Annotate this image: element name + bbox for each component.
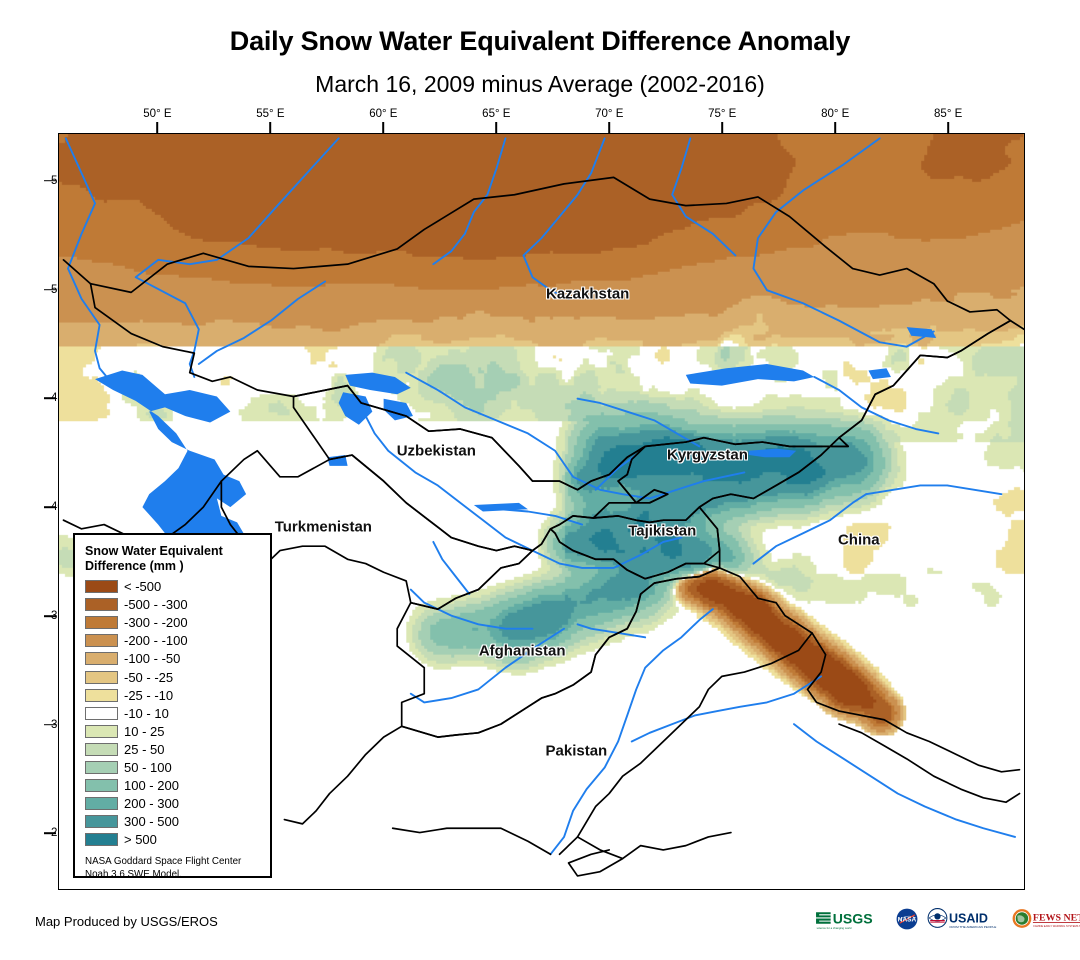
legend-swatch [85,797,118,811]
country-label-turkmenistan: Turkmenistan [274,518,372,536]
lon-tick-label: 60° E [369,108,398,120]
legend-row: < -500 [85,578,270,596]
legend-title-line2: Difference (mm ) [85,559,184,574]
lat-tick-mark [44,723,56,726]
lon-tick-mark [721,122,724,133]
lon-tick-mark [156,122,159,133]
legend-title: Snow Water Equivalent Difference (mm ) [85,544,263,575]
usgs-logo: USGS science for a changing world [816,911,873,930]
page-title: Daily Snow Water Equivalent Difference A… [229,26,851,56]
usaid-logo: USAID FROM THE AMERICAN PEOPLE [927,908,997,929]
legend-label: -300 - -200 [124,615,188,631]
legend-swatch [85,670,118,684]
legend-title-line1: Snow Water Equivalent [85,544,223,558]
legend-row: -300 - -200 [85,614,270,632]
legend-swatch [85,580,118,594]
lon-tick-label: 80° E [821,108,850,120]
legend-swatch [85,616,118,630]
agency-logo-strip: USGS science for a changing world NASA U… [815,906,1080,932]
legend-label: -500 - -300 [124,597,188,613]
country-label-pakistan: Pakistan [545,742,608,760]
svg-text:USGS: USGS [833,911,873,927]
legend-label: 10 - 25 [124,723,165,739]
page-subtitle: March 16, 2009 minus Average (2002-2016) [315,71,765,97]
legend-source-line2: Noah 3.6 SWE Model. [85,869,182,881]
legend-label: 300 - 500 [124,814,179,830]
lat-tick-mark [44,180,56,182]
legend-label: -50 - -25 [124,669,174,685]
svg-text:NASA: NASA [898,917,917,924]
legend-row: -500 - -300 [85,596,270,614]
svg-text:FAMINE EARLY WARNING SYSTEMS N: FAMINE EARLY WARNING SYSTEMS NETWORK [1034,924,1080,928]
lon-tick-mark [269,122,272,133]
legend-row: 100 - 200 [85,777,270,795]
lon-tick-mark [382,122,385,133]
legend-swatch [85,598,118,612]
legend-label: > 500 [124,832,157,848]
lat-tick-mark [44,615,56,617]
lon-tick-label: 65° E [482,108,511,120]
legend-row: 25 - 50 [85,740,270,758]
legend-row: > 500 [85,831,270,849]
legend-label: -200 - -100 [124,633,188,649]
legend-label: 50 - 100 [124,759,172,775]
legend-swatch [85,779,118,793]
lon-tick-mark [495,122,498,133]
lat-tick-mark [44,506,56,508]
svg-text:FEWS NET: FEWS NET [1033,913,1080,924]
legend-swatch [85,742,118,756]
legend-label: -10 - 10 [124,705,169,721]
lon-tick-label: 55° E [256,108,285,120]
legend-swatch [85,833,118,847]
legend-row: -25 - -10 [85,686,270,704]
map-producer-credit: Map Produced by USGS/EROS [35,914,218,929]
lat-tick-mark [44,397,56,400]
fewsnet-logo: FEWS NET FAMINE EARLY WARNING SYSTEMS NE… [1012,909,1080,928]
legend-swatch [85,706,118,720]
lon-tick-mark [947,122,949,133]
legend-row: 10 - 25 [85,722,270,740]
lon-tick-label: 70° E [595,108,624,120]
legend-label: -25 - -10 [124,687,174,703]
legend-row: 300 - 500 [85,813,270,831]
country-label-kazakhstan: Kazakhstan [545,285,630,303]
country-label-tajikistan: Tajikistan [628,522,697,540]
legend-swatch [85,760,118,774]
nasa-logo: NASA [896,908,918,930]
map-legend: Snow Water Equivalent Difference (mm ) <… [73,533,272,881]
legend-row: -100 - -50 [85,650,270,668]
country-label-china: China [837,531,880,549]
lat-tick-mark [44,832,56,835]
legend-swatch [85,688,118,702]
legend-label: 25 - 50 [124,741,165,757]
legend-row: -200 - -100 [85,632,270,650]
legend-swatch [85,724,118,738]
lon-tick-label: 50° E [143,108,172,120]
svg-text:science for a changing world: science for a changing world [817,926,852,930]
legend-row: 50 - 100 [85,758,270,776]
lon-tick-label: 75° E [708,108,737,120]
lon-tick-mark [608,122,611,133]
legend-source-line1: NASA Goddard Space Flight Center [85,855,242,867]
legend-label: 100 - 200 [124,778,179,794]
lon-tick-label: 85° E [934,108,963,120]
legend-source-note: NASA Goddard Space Flight Center Noah 3.… [85,855,271,881]
legend-swatch [85,634,118,648]
legend-class-list: < -500 -500 - -300 -300 - -200 -200 - -100 -… [85,578,270,849]
svg-text:FROM THE AMERICAN PEOPLE: FROM THE AMERICAN PEOPLE [950,925,997,929]
legend-swatch [85,652,118,666]
country-label-kyrgyzstan: Kyrgyzstan [666,446,748,464]
svg-text:USAID: USAID [949,912,988,926]
legend-label: < -500 [124,579,162,595]
country-label-uzbekistan: Uzbekistan [396,442,476,459]
legend-label: 200 - 300 [124,796,179,812]
legend-swatch [85,815,118,829]
legend-label: -100 - -50 [124,651,181,667]
country-label-afghanistan: Afghanistan [478,642,566,660]
legend-row: 200 - 300 [85,795,270,813]
lon-tick-mark [834,122,836,133]
legend-row: -50 - -25 [85,668,270,686]
lat-tick-mark [44,288,56,291]
legend-row: -10 - 10 [85,704,270,722]
